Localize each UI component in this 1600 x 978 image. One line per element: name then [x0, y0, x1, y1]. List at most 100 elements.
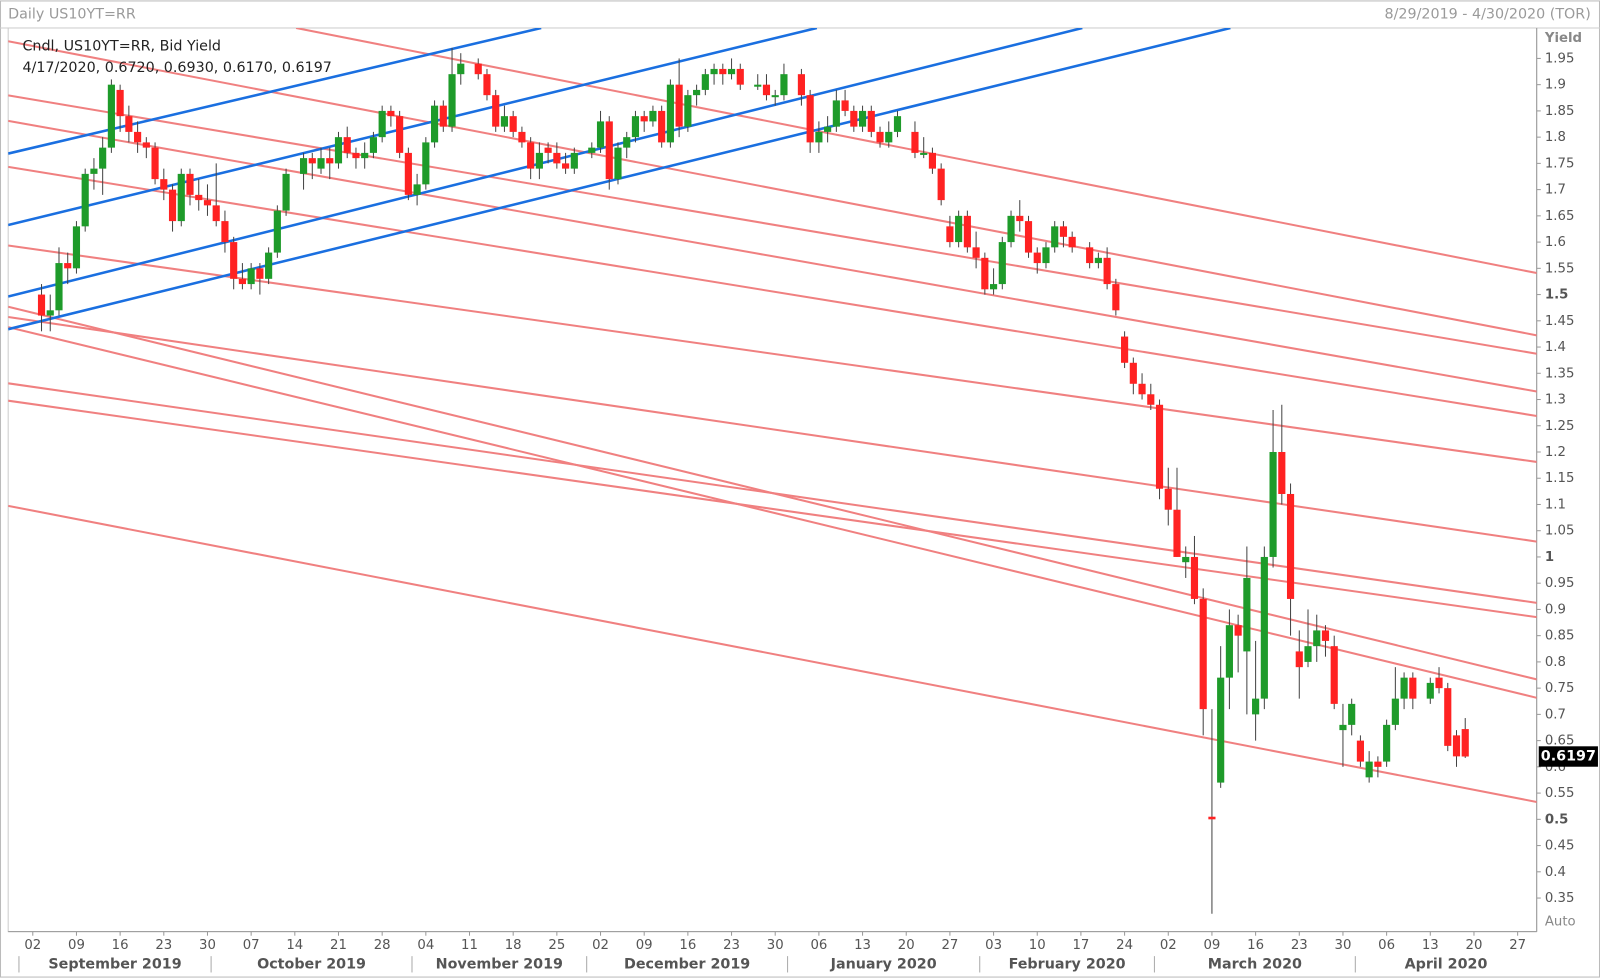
y-tick-label: 0.65 — [1545, 734, 1575, 749]
y-tick-label: 0.45 — [1545, 839, 1575, 854]
candle-body — [518, 131, 526, 143]
x-tick-label: 02 — [1160, 938, 1177, 953]
candle-body — [1321, 630, 1330, 641]
candle-body — [1007, 215, 1015, 243]
month-label: February 2020 — [1009, 956, 1126, 972]
candle-body — [893, 116, 902, 132]
candle-body — [273, 210, 281, 253]
candle-body — [1391, 698, 1399, 725]
last-price-box — [1538, 746, 1598, 767]
y-tick-label: 1.1 — [1545, 497, 1566, 512]
candle-body — [334, 137, 343, 164]
y-tick-label: 1.6 — [1545, 235, 1566, 250]
candle-body — [142, 142, 150, 148]
candle-body — [1400, 677, 1408, 699]
candle-body — [361, 152, 369, 159]
candle-body — [1199, 598, 1207, 710]
candle-body — [1295, 651, 1303, 668]
candle-body — [1356, 740, 1364, 762]
candle-body — [168, 189, 177, 222]
candle-body — [1094, 257, 1102, 264]
candle-body — [186, 173, 194, 195]
month-label: December 2019 — [624, 956, 750, 972]
candle-body — [1234, 625, 1242, 636]
date-range: 8/29/2019 - 4/30/2020 (TOR) — [1385, 7, 1591, 23]
candle-body — [1269, 451, 1277, 557]
candle-body — [1426, 682, 1434, 699]
candle-body — [1155, 404, 1164, 489]
candle-body — [535, 152, 543, 169]
x-tick-label: 04 — [417, 938, 434, 953]
x-tick-label: 28 — [374, 938, 391, 953]
candle-body — [1409, 677, 1417, 699]
x-tick-label: 13 — [1422, 938, 1439, 953]
y-tick-label: 0.7 — [1545, 707, 1566, 722]
candle-body — [1042, 247, 1050, 264]
x-tick-label: 06 — [810, 938, 827, 953]
candle-body — [299, 158, 308, 174]
candle-body — [780, 74, 788, 96]
candle-body — [422, 142, 430, 185]
candle-body — [99, 147, 107, 169]
x-tick-label: 23 — [1291, 938, 1308, 953]
y-tick-label: 1.85 — [1545, 104, 1575, 119]
candle-body — [90, 168, 98, 174]
candle-body — [500, 116, 509, 127]
candle-body — [701, 74, 709, 90]
candle-body — [492, 95, 500, 127]
candle-body — [326, 158, 334, 164]
y-tick-label: 1.4 — [1545, 340, 1566, 355]
x-tick-label: 03 — [985, 938, 1002, 953]
candle-body — [553, 152, 561, 164]
candle-body — [1147, 394, 1155, 405]
candle-body — [46, 310, 54, 316]
candle-body — [343, 137, 351, 153]
y-tick-label: 1 — [1545, 550, 1554, 565]
red-trendline — [8, 119, 1537, 393]
candle-body — [256, 268, 264, 279]
y-tick-label: 0.95 — [1545, 576, 1575, 591]
candle-body — [81, 173, 89, 227]
candle-body — [448, 74, 456, 127]
candle-body — [1225, 625, 1233, 678]
candle-body — [911, 131, 919, 153]
candle-body — [1339, 724, 1347, 731]
candle-body — [396, 116, 404, 153]
x-tick-label: 27 — [941, 938, 958, 953]
candle-body — [631, 116, 640, 138]
candle-body — [998, 242, 1006, 285]
candle-body — [1330, 646, 1338, 704]
candle-body — [378, 110, 386, 138]
candle-body — [1129, 362, 1137, 384]
month-label: November 2019 — [436, 956, 563, 972]
x-tick-label: 16 — [1247, 938, 1264, 953]
y-tick-label: 1.5 — [1545, 288, 1569, 303]
candle-body — [666, 84, 674, 143]
y-tick-label: 1.8 — [1545, 130, 1566, 145]
candle-body — [596, 121, 605, 148]
x-tick-label: 25 — [548, 938, 565, 953]
candle-body — [509, 116, 517, 132]
candle-body — [282, 173, 290, 211]
candle-body — [614, 147, 622, 180]
candle-body — [134, 131, 142, 143]
y-tick-label: 1.45 — [1545, 314, 1575, 329]
candle-body — [623, 137, 631, 148]
x-tick-label: 02 — [592, 938, 609, 953]
x-tick-label: 20 — [898, 938, 915, 953]
x-tick-label: 17 — [1072, 938, 1089, 953]
x-tick-label: 11 — [461, 938, 478, 953]
y-tick-label: 1.3 — [1545, 393, 1566, 408]
candle-body — [1252, 698, 1260, 715]
candle-body — [832, 100, 840, 127]
y-tick-label: 1.55 — [1545, 261, 1575, 276]
candle-body — [1059, 226, 1068, 237]
candle-body — [265, 252, 273, 279]
candle-body — [1121, 336, 1129, 363]
candle-body — [1365, 761, 1373, 778]
candle-body — [1112, 284, 1120, 311]
month-label: January 2020 — [830, 956, 937, 972]
candle-body — [1217, 677, 1225, 783]
candle-body — [1173, 509, 1181, 557]
candle-body — [387, 110, 395, 117]
